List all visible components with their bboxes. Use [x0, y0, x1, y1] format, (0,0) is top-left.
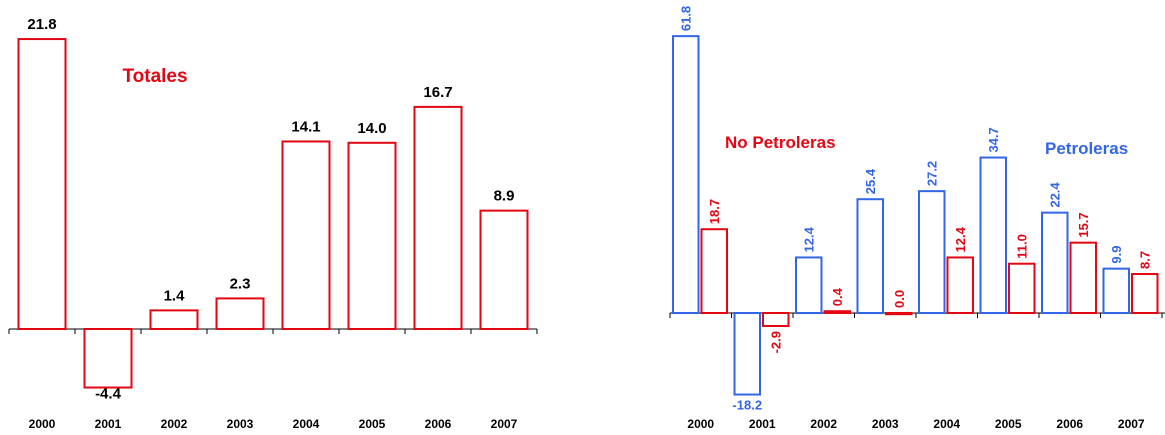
- data-label-total-2001: -4.4: [95, 386, 122, 403]
- bar-no-petroleras-2005: [1008, 262, 1036, 314]
- data-label-total-2000: 21.8: [27, 16, 56, 33]
- data-label-no-petroleras-2006: 15.7: [1076, 212, 1091, 237]
- bar-no-petroleras-2001: [762, 312, 790, 327]
- bar-no-petroleras-2007: [1131, 273, 1159, 314]
- x-tick-label-2000: 2000: [29, 417, 56, 431]
- data-label-no-petroleras-2007: 8.7: [1138, 251, 1153, 269]
- bar-total-2006: [413, 105, 463, 330]
- data-label-petroleras-2005: 34.7: [986, 127, 1001, 152]
- data-label-total-2003: 2.3: [230, 275, 251, 292]
- data-label-no-petroleras-2004: 12.4: [953, 226, 968, 252]
- bar-petroleras-2004: [918, 190, 946, 314]
- bar-no-petroleras-2000: [700, 228, 728, 314]
- bar-total-2007: [479, 209, 529, 331]
- bar-no-petroleras-2004: [946, 256, 974, 314]
- data-label-total-2007: 8.9: [494, 188, 515, 205]
- bar-no-petroleras-2002: [823, 310, 851, 315]
- bar-petroleras-2005: [979, 156, 1007, 314]
- data-label-total-2006: 16.7: [423, 84, 452, 101]
- x-tick-label-2004: 2004: [293, 417, 320, 431]
- data-label-total-2004: 14.1: [291, 118, 320, 135]
- bar-total-2002: [149, 309, 199, 331]
- chart1-title: Totales: [122, 66, 187, 87]
- bar-no-petroleras-2006: [1069, 241, 1097, 314]
- bar-total-2003: [215, 297, 265, 331]
- totales-chart: Totales 21.8 2000 -4.4 2001 1.4 2002 2.3 2003 14…: [8, 16, 538, 431]
- x-tick-label-2005: 2005: [995, 417, 1022, 431]
- data-label-petroleras-2006: 22.4: [1048, 182, 1063, 208]
- x-tick-label-2000: 2000: [687, 417, 714, 431]
- x-tick-label-2006: 2006: [1056, 417, 1083, 431]
- data-label-no-petroleras-2001: -2.9: [769, 331, 784, 353]
- bar-petroleras-2006: [1041, 211, 1069, 314]
- x-tick-label-2004: 2004: [933, 417, 960, 431]
- legend-label-petroleras: Petroleras: [1045, 139, 1128, 158]
- x-tick-label-2006: 2006: [425, 417, 452, 431]
- bar-petroleras-2003: [856, 198, 884, 314]
- data-label-petroleras-2001: -18.2: [732, 398, 762, 413]
- x-tick-label-2001: 2001: [749, 417, 776, 431]
- data-label-no-petroleras-2003: 0.0: [892, 290, 907, 308]
- data-label-petroleras-2004: 27.2: [925, 161, 940, 186]
- x-tick-label-2002: 2002: [810, 417, 837, 431]
- bar-petroleras-2001: [733, 312, 761, 396]
- x-tick-label-2001: 2001: [95, 417, 122, 431]
- petroleras-chart: No Petroleras Petroleras 61.8 18.7 2000 -18…: [669, 6, 1165, 431]
- bar-no-petroleras-2003: [885, 312, 913, 316]
- legend-label-no-petroleras: No Petroleras: [725, 133, 836, 152]
- x-tick-label-2005: 2005: [359, 417, 386, 431]
- data-label-no-petroleras-2005: 11.0: [1015, 234, 1030, 259]
- x-tick-label-2002: 2002: [161, 417, 188, 431]
- bar-petroleras-2002: [795, 256, 823, 314]
- data-label-petroleras-2000: 61.8: [679, 6, 694, 31]
- bar-total-2004: [281, 140, 331, 330]
- bar-total-2000: [17, 38, 67, 331]
- x-tick-label-2003: 2003: [227, 417, 254, 431]
- bar-total-2005: [347, 141, 397, 330]
- bar-total-2001: [83, 328, 133, 389]
- x-tick-label-2007: 2007: [491, 417, 518, 431]
- data-label-petroleras-2007: 9.9: [1109, 246, 1124, 264]
- x-tick-label-2003: 2003: [872, 417, 899, 431]
- data-label-no-petroleras-2002: 0.4: [830, 287, 845, 306]
- data-label-petroleras-2003: 25.4: [863, 168, 878, 194]
- bar-petroleras-2007: [1102, 267, 1130, 315]
- data-label-no-petroleras-2000: 18.7: [707, 199, 722, 224]
- data-label-total-2002: 1.4: [164, 287, 186, 304]
- bar-petroleras-2000: [672, 35, 700, 315]
- data-label-total-2005: 14.0: [357, 120, 386, 137]
- x-tick-label-2007: 2007: [1118, 417, 1145, 431]
- data-label-petroleras-2002: 12.4: [802, 226, 817, 252]
